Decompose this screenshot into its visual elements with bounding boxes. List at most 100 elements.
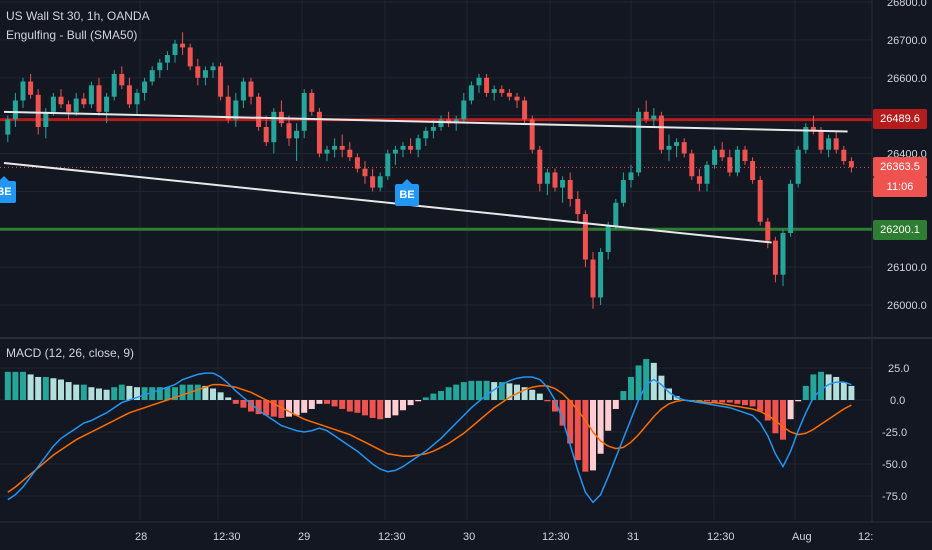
macd-histogram-bar (612, 400, 619, 409)
macd-histogram-bar (172, 387, 178, 400)
macd-histogram-bar (628, 376, 634, 400)
macd-histogram-bar (559, 400, 566, 426)
candle-body (256, 96, 262, 127)
candle-body (20, 81, 26, 101)
macd-histogram-bar (726, 400, 733, 403)
macd-histogram-bar (96, 388, 102, 400)
be-marker[interactable]: BE (395, 179, 419, 206)
candle-body (689, 153, 695, 177)
time-tick-label: 12:30 (213, 531, 241, 543)
candle-body (681, 142, 687, 154)
candle-body (339, 145, 345, 150)
candle-body (636, 111, 642, 173)
candle-body (476, 77, 482, 86)
candle-body (347, 149, 353, 158)
candle-body (134, 92, 140, 105)
candle-body (385, 153, 391, 177)
candle-body (666, 145, 672, 150)
macd-histogram-bar (80, 384, 87, 400)
macd-histogram-bar (818, 371, 824, 400)
symbol-title[interactable]: US Wall St 30, 1h, OANDA (6, 9, 150, 23)
be-marker-left[interactable]: BE (0, 176, 16, 203)
candle-body (484, 77, 490, 93)
candle-body (658, 115, 664, 150)
macd-histogram-bar (643, 359, 650, 400)
macd-histogram-bar (498, 382, 505, 400)
macd-histogram-bar (597, 400, 604, 454)
macd-histogram-bar (802, 385, 809, 400)
macd-histogram-bar (483, 380, 490, 400)
macd-histogram-bar (764, 400, 771, 421)
macd-histogram-bar (757, 400, 764, 412)
macd-tick-label: -75.0 (882, 491, 907, 503)
candle-body (400, 145, 406, 150)
time-tick-label: 29 (298, 531, 310, 543)
time-tick-label: 12: (858, 531, 873, 543)
candle-body (506, 92, 512, 97)
time-tick-label: 31 (627, 531, 639, 543)
macd-histogram-bar (202, 385, 209, 400)
support-price-tag: 26200.1 (873, 220, 927, 240)
candle-body (590, 259, 596, 298)
macd-histogram-bar (58, 379, 64, 400)
macd-tick-label: 25.0 (888, 363, 909, 375)
macd-histogram-bar (88, 387, 95, 400)
macd-histogram-bar (825, 374, 832, 400)
macd-histogram-bar (529, 389, 536, 400)
indicator-label[interactable]: Engulfing - Bull (SMA50) (6, 28, 138, 42)
candle-body (788, 183, 794, 234)
macd-histogram-bar (688, 400, 695, 401)
macd-histogram-bar (453, 384, 460, 400)
macd-histogram-bar (316, 400, 323, 404)
macd-histogram-bar (833, 376, 840, 400)
candle-body (841, 149, 847, 162)
candle-body (12, 100, 18, 120)
macd-histogram-bar (308, 400, 315, 409)
resistance-price-tag: 26489.6 (873, 109, 927, 129)
macd-histogram-bar (742, 400, 748, 406)
macd-tick-label: -25.0 (882, 427, 907, 439)
candle-body (233, 100, 239, 120)
macd-histogram-bar (263, 400, 270, 416)
macd-histogram-bar (12, 371, 19, 400)
macd-histogram-bar (369, 400, 376, 418)
macd-histogram-bar (810, 374, 817, 400)
macd-label[interactable]: MACD (12, 26, close, 9) (6, 346, 135, 360)
candle-body (286, 123, 292, 139)
candle-body (582, 214, 588, 260)
candle-body (392, 149, 398, 154)
candle-body (795, 149, 801, 184)
macd-histogram-bar (514, 384, 520, 400)
candle-body (826, 138, 832, 150)
candle-body (248, 81, 254, 97)
candle-body (172, 43, 178, 56)
macd-histogram-bar (156, 387, 163, 400)
candle-body (332, 145, 338, 150)
macd-histogram-bar (749, 400, 756, 407)
candle-body (704, 164, 710, 184)
time-tick-label: 28 (135, 531, 147, 543)
candle-body (780, 233, 786, 275)
upper-trendline (3, 110, 848, 133)
candle-body (651, 115, 657, 120)
candle-body (522, 100, 528, 120)
candle-body (81, 98, 87, 105)
candle-body (263, 126, 269, 143)
macd-histogram-bar (605, 400, 612, 431)
macd-histogram-bar (286, 400, 292, 417)
candle-body (544, 172, 550, 184)
macd-histogram-bar (476, 380, 482, 400)
macd-histogram-bar (103, 389, 110, 400)
candle-body (187, 47, 193, 67)
macd-histogram-bar (734, 400, 741, 404)
macd-histogram-bar (848, 385, 855, 400)
countdown-tag: 11:06 (873, 177, 927, 197)
candle-body (833, 138, 839, 150)
macd-histogram-bar (278, 400, 285, 418)
price-tick-label: 26800.0 (887, 0, 927, 9)
candle-body (453, 119, 459, 124)
macd-histogram-bar (126, 385, 133, 400)
macd-histogram-bar (392, 400, 399, 416)
macd-histogram-bar (50, 378, 57, 400)
